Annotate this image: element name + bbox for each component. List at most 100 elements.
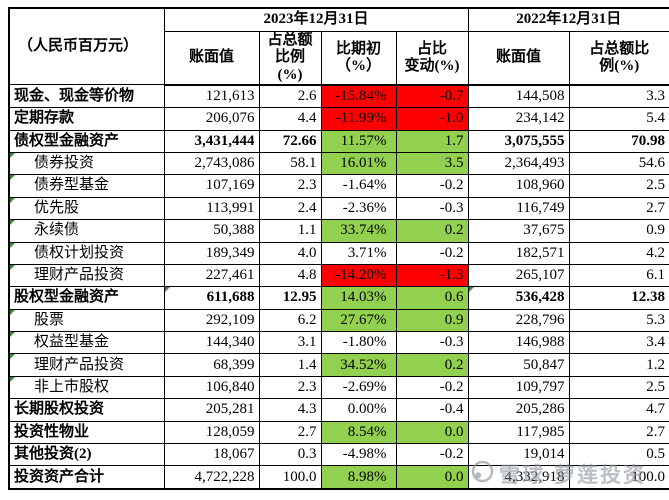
share-2023-cell: 3.1 <box>258 331 322 355</box>
share-2022-cell: 4.2 <box>568 241 669 265</box>
book-value-2022-cell: 50,847 <box>467 353 570 377</box>
table-row: 债权计划投资 189,349 4.0 3.71% -0.2 182,571 4.2 <box>8 241 669 265</box>
share-delta-cell: 0.6 <box>395 286 469 310</box>
item-label-cell: 权益型基金 <box>8 331 165 355</box>
share-2023-cell: 6.2 <box>258 308 322 333</box>
share-delta-cell: 0.0 <box>395 465 469 490</box>
share-delta-cell: -0.3 <box>395 331 469 355</box>
share-2023-cell: 2.3 <box>258 375 322 400</box>
share-2023-cell: 100.0 <box>258 465 322 490</box>
item-label-cell: 债权型金融资产 <box>8 129 165 153</box>
item-label-cell: 债券型基金 <box>8 174 165 198</box>
period-2022-header: 2022年12月31日 <box>467 7 669 32</box>
share-2023-cell: 2.4 <box>258 196 322 221</box>
book-value-2023-cell: 3,431,444 <box>163 129 260 153</box>
book-value-2022-cell: 265,107 <box>467 263 570 288</box>
share-2023-cell: 2.6 <box>258 84 322 109</box>
change-from-start-cell: 33.74% <box>320 219 397 243</box>
share-delta-cell: -0.3 <box>395 196 469 221</box>
share-2022-cell: 5.3 <box>568 308 669 333</box>
change-from-start-cell: 0.00% <box>320 398 397 422</box>
book-value-2023-cell: 4,722,228 <box>163 465 260 490</box>
table-row: 现金、现金等价物 121,613 2.6 -15.84% -0.7 144,508 3.3 <box>8 84 669 109</box>
table-row: 债券型基金 107,169 2.3 -1.64% -0.2 108,960 2.5 <box>8 174 669 198</box>
book-value-2023-cell: 292,109 <box>163 308 260 333</box>
col-header-share-2023: 占总额 比例(%) <box>258 30 322 86</box>
table-body: 现金、现金等价物 121,613 2.6 -15.84% -0.7 144,508 3.3 定… <box>8 84 669 490</box>
share-delta-cell: -0.4 <box>395 398 469 422</box>
table-row: 债券投资 2,743,086 58.1 16.01% 3.5 2,364,493 54.6 <box>8 151 669 176</box>
change-from-start-cell: -2.69% <box>320 375 397 400</box>
change-from-start-cell: -1.80% <box>320 331 397 355</box>
book-value-2022-cell: 3,075,555 <box>467 129 570 153</box>
item-label-cell: 股权型金融资产 <box>8 286 165 310</box>
share-2022-cell: 2.7 <box>568 420 669 445</box>
change-from-start-cell: 8.98% <box>320 465 397 490</box>
table-row: 其他投资(2) 18,067 0.3 -4.98% -0.2 19,014 0.5 <box>8 443 669 467</box>
share-delta-cell: 0.2 <box>395 353 469 377</box>
change-from-start-cell: 8.54% <box>320 420 397 445</box>
col-header-book-value-2022: 账面值 <box>467 30 570 86</box>
col-header-change: 比期初 （%） <box>320 30 397 86</box>
share-delta-cell: 1.7 <box>395 129 469 153</box>
share-2022-cell: 3.3 <box>568 84 669 109</box>
book-value-2022-cell: 2,364,493 <box>467 151 570 176</box>
share-2022-cell: 0.9 <box>568 219 669 243</box>
share-2023-cell: 4.0 <box>258 241 322 265</box>
share-2023-cell: 4.4 <box>258 107 322 131</box>
share-2023-cell: 58.1 <box>258 151 322 176</box>
share-delta-cell: -1.0 <box>395 107 469 131</box>
book-value-2023-cell: 107,169 <box>163 174 260 198</box>
item-label-cell: 长期股权投资 <box>8 398 165 422</box>
table-row: 理财产品投资 227,461 4.8 -14.20% -1.3 265,107 6.1 <box>8 263 669 288</box>
table-row: 非上市股权 106,840 2.3 -2.69% -0.2 109,797 2.5 <box>8 375 669 400</box>
item-label-cell: 定期存款 <box>8 107 165 131</box>
book-value-2023-cell: 227,461 <box>163 263 260 288</box>
table-row: 永续债 50,388 1.1 33.74% 0.2 37,675 0.9 <box>8 219 669 243</box>
change-from-start-cell: 3.71% <box>320 241 397 265</box>
share-delta-cell: -1.3 <box>395 263 469 288</box>
share-2022-cell: 5.4 <box>568 107 669 131</box>
book-value-2023-cell: 2,743,086 <box>163 151 260 176</box>
item-label-cell: 债券投资 <box>8 151 165 176</box>
item-label-cell: 永续债 <box>8 219 165 243</box>
book-value-2022-cell: 4,332,918 <box>467 465 570 490</box>
change-from-start-cell: 34.52% <box>320 353 397 377</box>
table-row: 长期股权投资 205,281 4.3 0.00% -0.4 205,286 4.7 <box>8 398 669 422</box>
table-row: 理财产品投资 68,399 1.4 34.52% 0.2 50,847 1.2 <box>8 353 669 377</box>
share-2022-cell: 2.5 <box>568 174 669 198</box>
table-row: 优先股 113,991 2.4 -2.36% -0.3 116,749 2.7 <box>8 196 669 221</box>
share-2022-cell: 54.6 <box>568 151 669 176</box>
share-2023-cell: 0.3 <box>258 443 322 467</box>
change-from-start-cell: -15.84% <box>320 84 397 109</box>
share-2022-cell: 6.1 <box>568 263 669 288</box>
change-from-start-cell: 11.57% <box>320 129 397 153</box>
col-header-share-2022: 占总额比 例(%) <box>568 30 669 86</box>
item-label-cell: 优先股 <box>8 196 165 221</box>
share-2023-cell: 1.1 <box>258 219 322 243</box>
share-2022-cell: 0.5 <box>568 443 669 467</box>
share-delta-cell: -0.2 <box>395 443 469 467</box>
change-from-start-cell: 27.67% <box>320 308 397 333</box>
change-from-start-cell: -1.64% <box>320 174 397 198</box>
item-label-cell: 现金、现金等价物 <box>8 84 165 109</box>
table-row: 投资性物业 128,059 2.7 8.54% 0.0 117,985 2.7 <box>8 420 669 445</box>
table-row: 投资资产合计 4,722,228 100.0 8.98% 0.0 4,332,918 100… <box>8 465 669 490</box>
share-delta-cell: -0.7 <box>395 84 469 109</box>
change-from-start-cell: 14.03% <box>320 286 397 310</box>
share-2022-cell: 4.7 <box>568 398 669 422</box>
book-value-2023-cell: 18,067 <box>163 443 260 467</box>
book-value-2023-cell: 611,688 <box>163 286 260 310</box>
item-label-cell: 理财产品投资 <box>8 263 165 288</box>
item-label-cell: 投资性物业 <box>8 420 165 445</box>
share-delta-cell: -0.2 <box>395 241 469 265</box>
book-value-2023-cell: 121,613 <box>163 84 260 109</box>
share-2022-cell: 2.7 <box>568 196 669 221</box>
book-value-2023-cell: 68,399 <box>163 353 260 377</box>
book-value-2022-cell: 109,797 <box>467 375 570 400</box>
change-from-start-cell: -11.99% <box>320 107 397 131</box>
period-header-row: （人民币百万元） 2023年12月31日 2022年12月31日 <box>8 7 669 86</box>
book-value-2022-cell: 228,796 <box>467 308 570 333</box>
share-delta-cell: 3.5 <box>395 151 469 176</box>
